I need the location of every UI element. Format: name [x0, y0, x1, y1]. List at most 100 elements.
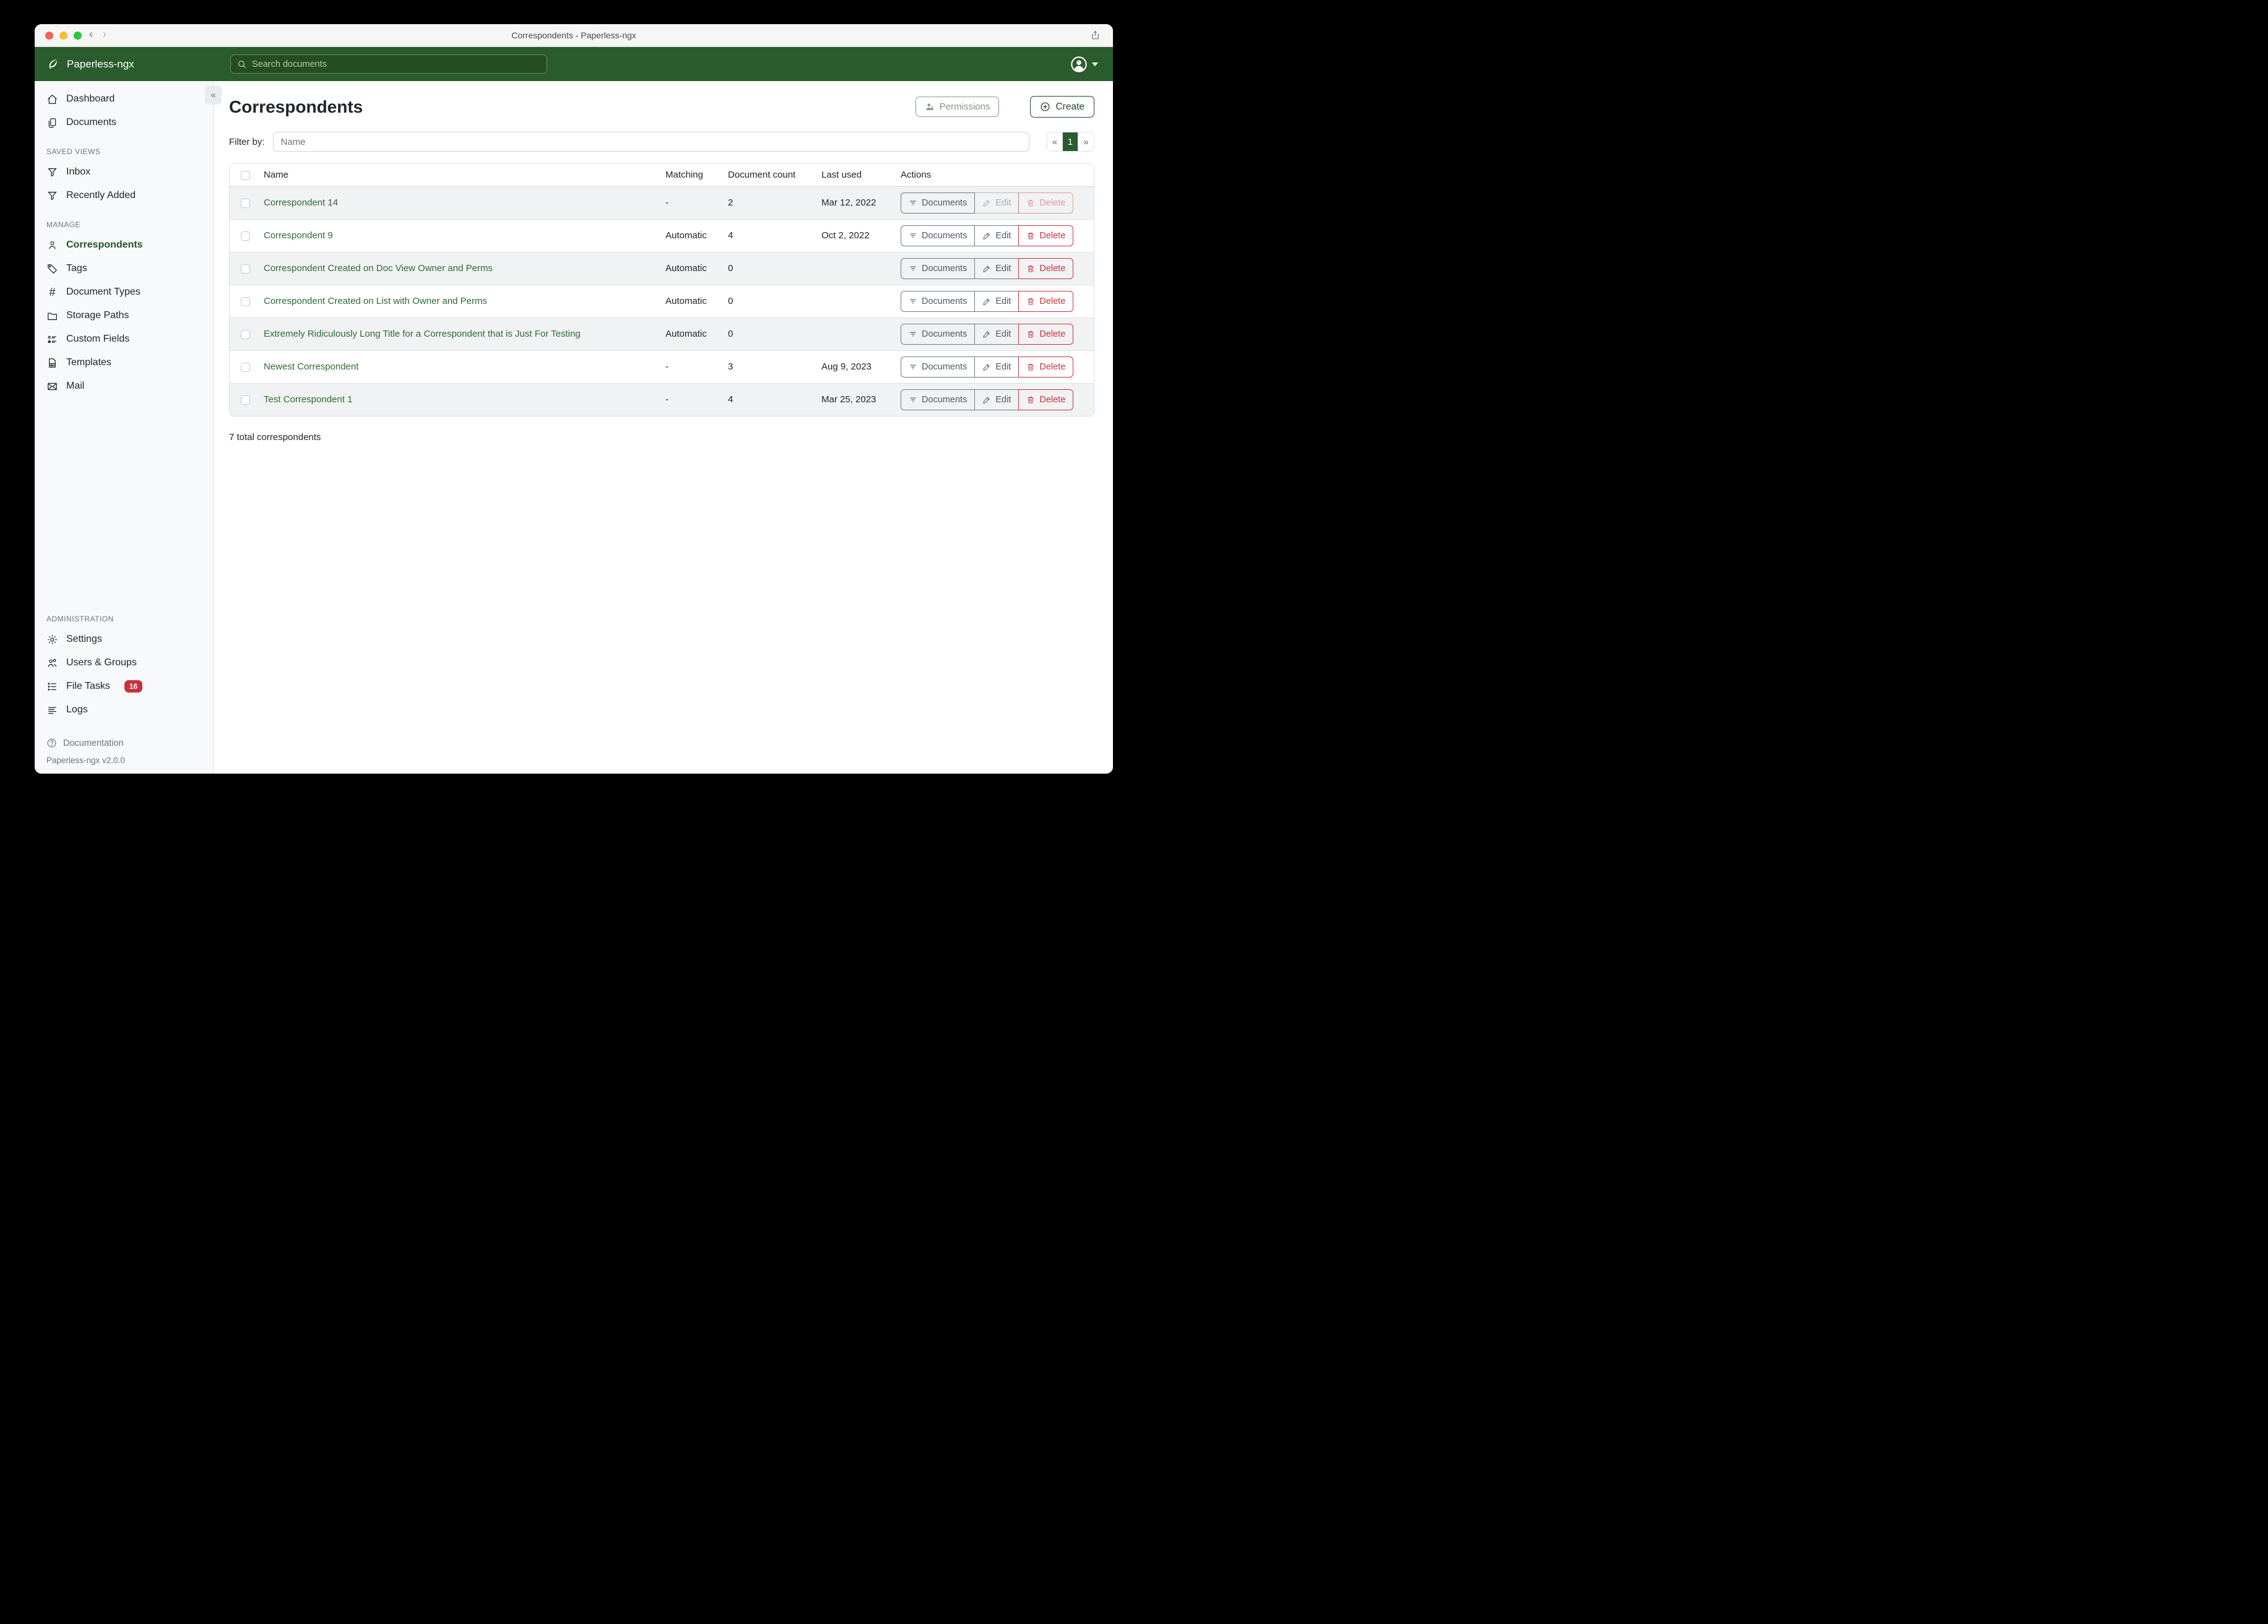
- row-checkbox[interactable]: [241, 329, 250, 339]
- minimize-window-button[interactable]: [59, 32, 67, 40]
- sidebar-item-documentation[interactable]: Documentation: [35, 722, 213, 748]
- sidebar-item-correspondents[interactable]: Correspondents: [35, 233, 213, 257]
- sidebar-item-document-types[interactable]: # Document Types: [35, 280, 213, 304]
- gear-icon: [46, 634, 58, 646]
- browser-back-icon[interactable]: ‹: [89, 28, 93, 40]
- browser-forward-icon[interactable]: ›: [103, 28, 106, 40]
- delete-button[interactable]: Delete: [1018, 290, 1074, 312]
- correspondent-name-link[interactable]: Correspondent Created on Doc View Owner …: [264, 263, 493, 274]
- global-search[interactable]: [230, 54, 547, 74]
- delete-button[interactable]: Delete: [1018, 356, 1074, 378]
- sidebar-item-recently-added[interactable]: Recently Added: [35, 184, 213, 207]
- app-navbar: Paperless-ngx: [35, 47, 1113, 81]
- brand-label: Paperless-ngx: [67, 58, 134, 70]
- trash-icon: [1026, 264, 1035, 273]
- sidebar-item-tags[interactable]: Tags: [35, 257, 213, 280]
- sidebar-item-custom-fields[interactable]: Custom Fields: [35, 327, 213, 351]
- permissions-button[interactable]: Permissions: [915, 97, 1000, 117]
- edit-button[interactable]: Edit: [974, 290, 1019, 312]
- sidebar-item-label: Users & Groups: [66, 657, 137, 668]
- sidebar-item-label: Custom Fields: [66, 334, 130, 344]
- sidebar-item-settings[interactable]: Settings: [35, 628, 213, 651]
- matching-cell: -: [665, 361, 669, 372]
- correspondent-name-link[interactable]: Correspondent 9: [264, 230, 333, 241]
- documents-button[interactable]: Documents: [901, 257, 976, 279]
- table-row: Correspondent 9 Automatic 4 Oct 2, 2022 …: [230, 219, 1094, 252]
- sidebar-item-logs[interactable]: Logs: [35, 698, 213, 722]
- sidebar-item-documents[interactable]: Documents: [35, 111, 213, 134]
- select-all-checkbox[interactable]: [241, 170, 250, 180]
- delete-button[interactable]: Delete: [1018, 323, 1074, 345]
- document-count-cell: 0: [728, 296, 734, 306]
- row-checkbox[interactable]: [241, 296, 250, 306]
- column-header-name[interactable]: Name: [264, 164, 665, 187]
- delete-button[interactable]: Delete: [1018, 192, 1074, 214]
- mail-icon: [46, 381, 58, 392]
- sidebar-item-templates[interactable]: Templates: [35, 351, 213, 374]
- documents-button[interactable]: Documents: [901, 356, 976, 378]
- edit-button[interactable]: Edit: [974, 323, 1019, 345]
- edit-button[interactable]: Edit: [974, 225, 1019, 246]
- people-icon: [46, 657, 58, 669]
- documents-button[interactable]: Documents: [901, 225, 976, 246]
- documents-button[interactable]: Documents: [901, 192, 976, 214]
- sidebar-item-inbox[interactable]: Inbox: [35, 160, 213, 184]
- pagination-prev-button[interactable]: «: [1047, 132, 1063, 151]
- sidebar-item-users-groups[interactable]: Users & Groups: [35, 651, 213, 675]
- column-header-last-used[interactable]: Last used: [821, 164, 901, 187]
- row-checkbox[interactable]: [241, 231, 250, 241]
- sidebar-item-label: Recently Added: [66, 190, 136, 201]
- sidebar-item-dashboard[interactable]: Dashboard: [35, 87, 213, 111]
- trash-icon: [1026, 297, 1035, 306]
- name-filter-input[interactable]: [272, 132, 1029, 152]
- documents-button[interactable]: Documents: [901, 290, 976, 312]
- share-icon[interactable]: [1090, 29, 1101, 41]
- documentation-label: Documentation: [63, 738, 124, 748]
- matching-cell: -: [665, 394, 669, 405]
- sidebar-collapse-button[interactable]: «: [205, 85, 222, 105]
- row-checkbox[interactable]: [241, 362, 250, 372]
- sidebar-item-storage-paths[interactable]: Storage Paths: [35, 304, 213, 327]
- correspondent-name-link[interactable]: Newest Correspondent: [264, 361, 359, 372]
- correspondent-name-link[interactable]: Correspondent Created on List with Owner…: [264, 296, 488, 306]
- sidebar-item-mail[interactable]: Mail: [35, 374, 213, 398]
- edit-button[interactable]: Edit: [974, 257, 1019, 279]
- delete-button[interactable]: Delete: [1018, 225, 1074, 246]
- pencil-icon: [982, 395, 991, 404]
- documents-button[interactable]: Documents: [901, 323, 976, 345]
- row-checkbox[interactable]: [241, 395, 250, 405]
- pagination-next-button[interactable]: »: [1078, 132, 1094, 151]
- row-checkbox[interactable]: [241, 264, 250, 274]
- correspondent-name-link[interactable]: Test Correspondent 1: [264, 394, 353, 405]
- delete-button[interactable]: Delete: [1018, 257, 1074, 279]
- last-used-cell: [821, 317, 901, 350]
- edit-button[interactable]: Edit: [974, 356, 1019, 378]
- sidebar-item-label: Templates: [66, 357, 111, 368]
- row-checkbox[interactable]: [241, 198, 250, 208]
- table-row: Extremely Ridiculously Long Title for a …: [230, 317, 1094, 350]
- column-header-actions: Actions: [901, 164, 1094, 187]
- edit-button[interactable]: Edit: [974, 192, 1019, 214]
- administration-header: ADMINISTRATION: [46, 615, 114, 623]
- edit-button[interactable]: Edit: [974, 389, 1019, 410]
- column-header-document-count[interactable]: Document count: [728, 164, 821, 187]
- documents-button[interactable]: Documents: [901, 389, 976, 410]
- correspondent-name-link[interactable]: Extremely Ridiculously Long Title for a …: [264, 329, 581, 339]
- table-row: Correspondent Created on Doc View Owner …: [230, 252, 1094, 285]
- hash-icon: #: [49, 285, 56, 298]
- sidebar: « Dashboard Documents SAVED VIEWS Inbox …: [35, 81, 222, 774]
- user-menu[interactable]: [1070, 56, 1098, 73]
- close-window-button[interactable]: [45, 32, 53, 40]
- sidebar-item-label: Mail: [66, 381, 85, 391]
- zoom-window-button[interactable]: [74, 32, 82, 40]
- brand[interactable]: Paperless-ngx: [46, 58, 134, 71]
- create-button[interactable]: Create: [1030, 96, 1094, 118]
- delete-button[interactable]: Delete: [1018, 389, 1074, 410]
- sidebar-item-file-tasks[interactable]: File Tasks 16: [35, 675, 213, 698]
- sidebar-item-label: Dashboard: [66, 93, 115, 104]
- column-header-matching[interactable]: Matching: [665, 164, 728, 187]
- search-input[interactable]: [252, 59, 540, 69]
- pagination-page-1[interactable]: 1: [1063, 132, 1078, 151]
- document-count-cell: 4: [728, 394, 734, 405]
- correspondent-name-link[interactable]: Correspondent 14: [264, 197, 339, 208]
